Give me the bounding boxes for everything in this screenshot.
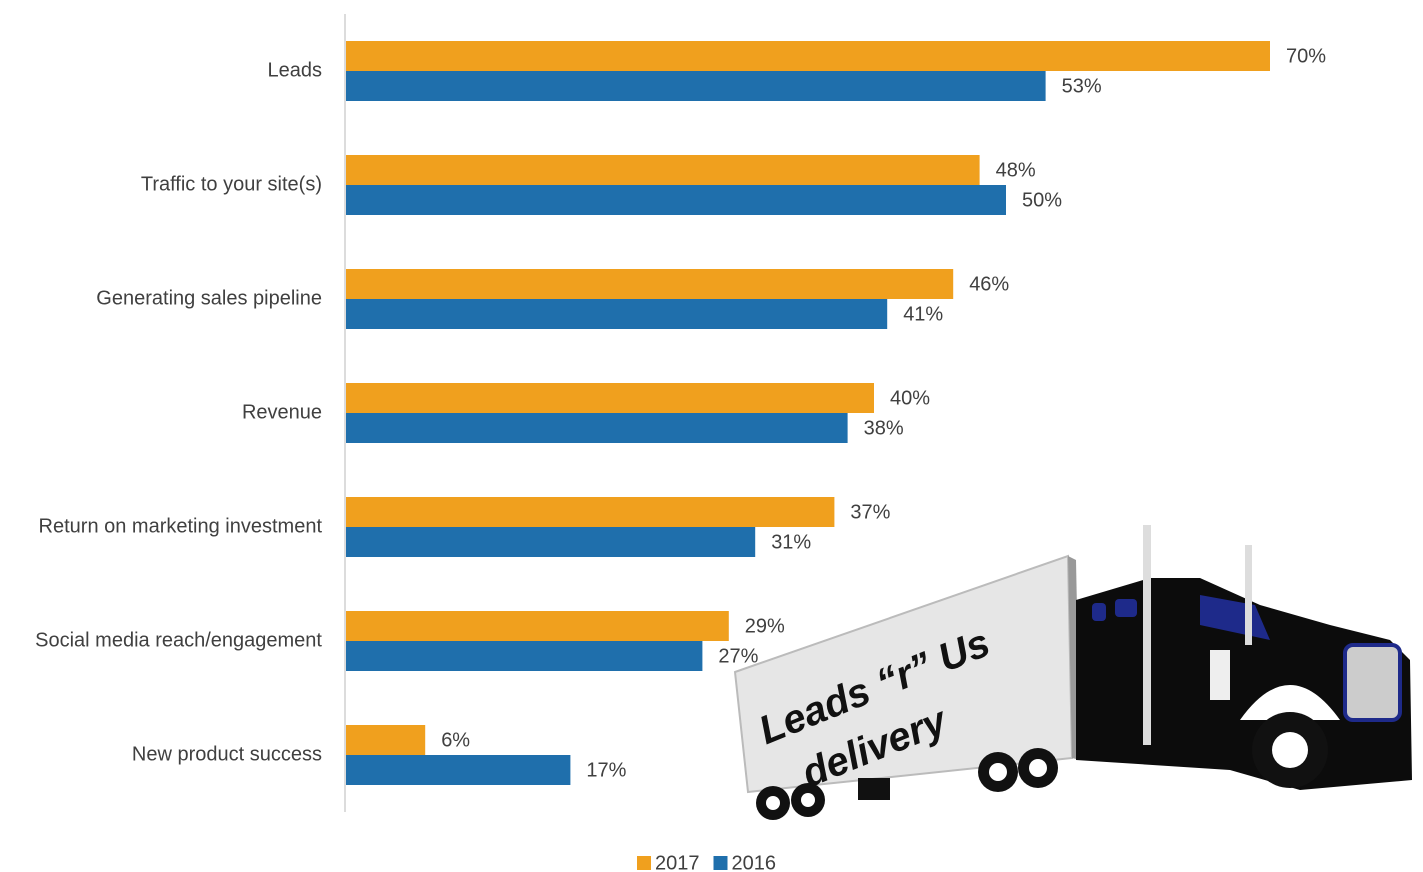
bar xyxy=(346,269,954,299)
data-label: 50% xyxy=(1022,189,1062,211)
bar xyxy=(346,497,835,527)
legend-label: 2017 xyxy=(655,852,700,872)
bar xyxy=(346,755,571,785)
truck: Leads “r” Us delivery xyxy=(733,525,1412,820)
bar xyxy=(346,383,874,413)
cab xyxy=(1076,578,1412,790)
tank xyxy=(1210,650,1230,700)
category-label: Traffic to your site(s) xyxy=(141,173,322,195)
stack xyxy=(1143,525,1151,745)
legend-swatch xyxy=(713,856,728,870)
fender xyxy=(1240,685,1340,720)
hub xyxy=(989,763,1007,781)
grille xyxy=(1343,643,1402,722)
bar xyxy=(346,41,1270,71)
data-label: 38% xyxy=(864,417,904,439)
hub xyxy=(801,793,815,807)
window xyxy=(1115,599,1137,617)
bar xyxy=(346,527,756,557)
data-label: 46% xyxy=(969,273,1009,295)
category-label: New product success xyxy=(132,743,322,765)
bar xyxy=(346,611,729,641)
hub xyxy=(1272,732,1308,768)
category-label: Social media reach/engagement xyxy=(35,629,322,651)
data-label: 41% xyxy=(903,303,943,325)
data-label: 27% xyxy=(718,645,758,667)
bar xyxy=(346,299,888,329)
bar xyxy=(346,725,426,755)
legend-label: 2016 xyxy=(732,852,777,872)
category-label: Leads xyxy=(268,59,323,81)
bar xyxy=(346,185,1006,215)
hub xyxy=(1029,759,1047,777)
bar xyxy=(346,155,980,185)
data-label: 17% xyxy=(586,759,626,781)
data-label: 40% xyxy=(890,387,930,409)
bar xyxy=(346,71,1046,101)
hub xyxy=(766,796,780,810)
data-label: 53% xyxy=(1062,75,1102,97)
category-label: Generating sales pipeline xyxy=(96,287,322,309)
axle xyxy=(858,778,890,800)
data-label: 70% xyxy=(1286,45,1326,67)
window xyxy=(1200,595,1270,640)
data-label: 31% xyxy=(771,531,811,553)
data-label: 37% xyxy=(850,501,890,523)
window xyxy=(1092,603,1106,621)
stack xyxy=(1245,545,1252,645)
bar xyxy=(346,641,703,671)
bar xyxy=(346,413,848,443)
category-label: Revenue xyxy=(242,401,322,423)
data-label: 48% xyxy=(996,159,1036,181)
legend-swatch xyxy=(637,856,651,870)
data-label: 29% xyxy=(745,615,785,637)
category-label: Return on marketing investment xyxy=(39,515,323,537)
data-label: 6% xyxy=(441,729,470,751)
